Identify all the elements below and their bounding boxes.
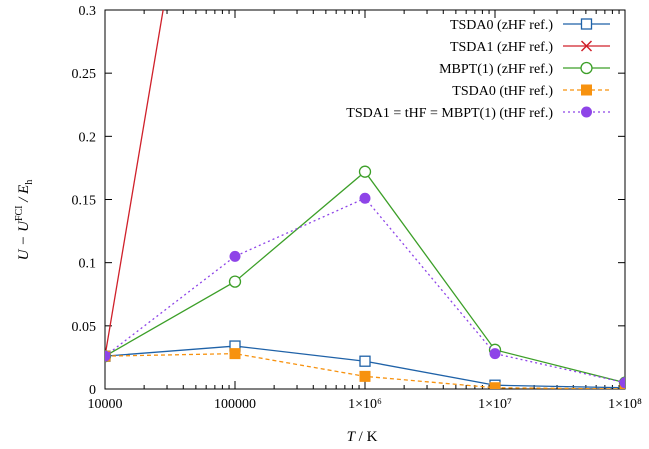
- x-axis-title: T / K: [347, 429, 378, 445]
- x-tick-label: 1×10⁶: [348, 397, 382, 412]
- data-point: [358, 165, 372, 178]
- legend-entry: TSDA1 (zHF ref.): [450, 40, 610, 55]
- data-point: [619, 377, 625, 389]
- y-tick-label: 0.3: [79, 4, 97, 19]
- legend-entry: MBPT(1) (zHF ref.): [439, 61, 610, 77]
- y-tick-label: 0.1: [79, 257, 97, 272]
- plot-axes: 0 0.05 0.1 0.15 0.2 0.25 0.3 10000 100000 1×10⁶ 1×…: [72, 4, 643, 412]
- legend-marker: [580, 40, 593, 52]
- legend-label: MBPT(1) (zHF ref.): [439, 62, 553, 77]
- data-point: [359, 355, 371, 367]
- x-tick-label: 10000: [88, 397, 123, 412]
- x-tick-label: 1×10⁸: [608, 397, 642, 412]
- y-tick-label: 0: [89, 383, 96, 398]
- x-tick-label: 1×10⁷: [478, 397, 512, 412]
- y-tick-label: 0.2: [79, 130, 97, 145]
- legend-marker: [581, 106, 592, 118]
- legend-marker: [581, 84, 592, 96]
- legend-marker: [580, 61, 593, 75]
- series-4: [105, 192, 625, 389]
- y-tick-label: 0.05: [72, 320, 97, 335]
- data-point: [489, 348, 501, 360]
- series-1: [105, 10, 164, 362]
- legend-label: TSDA1 = tHF = MBPT(1) (tHF ref.): [346, 106, 553, 121]
- legend-marker: [580, 18, 593, 30]
- data-point: [489, 382, 501, 389]
- y-tick-label: 0.15: [72, 194, 97, 209]
- series-layer: [105, 10, 625, 389]
- data-point: [228, 275, 242, 288]
- legend-entry: TSDA1 = tHF = MBPT(1) (tHF ref.): [346, 106, 610, 121]
- data-point: [105, 350, 111, 362]
- legend-entry: TSDA0 (tHF ref.): [452, 84, 610, 99]
- data-point: [229, 250, 241, 262]
- series-line: [105, 10, 164, 357]
- data-point: [359, 192, 371, 204]
- x-tick-label: 100000: [214, 397, 256, 412]
- legend: TSDA0 (zHF ref.) TSDA1 (zHF ref.) MBPT(1) …: [346, 18, 610, 121]
- legend-label: TSDA0 (tHF ref.): [452, 84, 553, 99]
- legend-label: TSDA0 (zHF ref.): [450, 18, 553, 33]
- data-point: [359, 370, 371, 382]
- data-point: [229, 348, 241, 360]
- legend-entry: TSDA0 (zHF ref.): [450, 18, 610, 33]
- y-axis-title: U − UFCI / Eh: [14, 180, 35, 261]
- legend-label: TSDA1 (zHF ref.): [450, 40, 553, 55]
- y-tick-label: 0.25: [72, 67, 97, 82]
